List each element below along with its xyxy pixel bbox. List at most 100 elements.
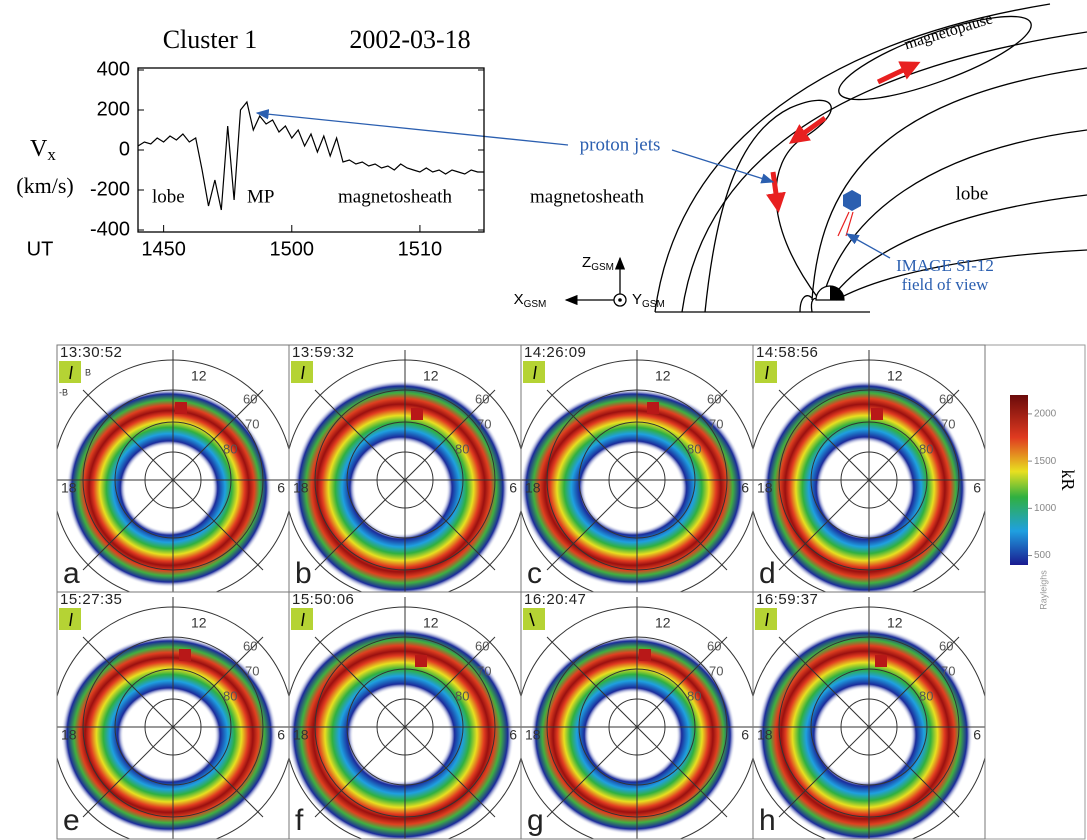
grid-label: 18 <box>757 727 773 743</box>
grid-label: 12 <box>655 615 671 631</box>
y-tick-label: 0 <box>119 138 130 160</box>
panel-letter: a <box>63 557 80 590</box>
imf-icon <box>291 608 313 630</box>
grid-label: 70 <box>709 416 723 431</box>
grid-label: 60 <box>243 391 257 406</box>
imf-icon <box>59 608 81 630</box>
grid-label: 80 <box>919 688 933 703</box>
grid-label: 6 <box>973 480 981 496</box>
panel-time: 14:26:09 <box>524 344 586 361</box>
label: field of view <box>902 275 990 294</box>
label: IMAGE SI-12 <box>896 256 994 275</box>
auroral-panel: 12 60 70 80 18 6 15:27:35 e <box>56 591 290 840</box>
grid-label: 60 <box>939 391 953 406</box>
panel-time: 15:27:35 <box>60 591 122 608</box>
colorbar-tick-label: 1000 <box>1034 503 1057 514</box>
panel-time: 16:59:37 <box>756 591 818 608</box>
y-label: Vx <box>30 136 56 164</box>
x-label: UT <box>27 238 54 260</box>
grid-label: 60 <box>707 638 721 653</box>
grid-label: 6 <box>973 727 981 743</box>
cusp-spot <box>415 655 427 667</box>
meridian <box>778 389 960 571</box>
cusp-spot <box>175 402 187 414</box>
axis-label: ZGSM <box>582 254 614 273</box>
auroral-panel: 12 60 70 80 18 6 16:20:47 g <box>520 591 754 840</box>
auroral-oval <box>289 374 515 592</box>
grid-label: 80 <box>455 441 469 456</box>
panel-image <box>753 597 985 839</box>
panel-time: 15:50:06 <box>292 591 354 608</box>
imf-label: -B <box>59 387 68 397</box>
grid-label: 60 <box>707 391 721 406</box>
panel-image <box>57 350 289 592</box>
panel-letter: c <box>527 557 542 590</box>
grid-label: 12 <box>887 368 903 384</box>
grid-label: 60 <box>939 638 953 653</box>
grid-label: 6 <box>509 727 517 743</box>
imf-label: B <box>85 367 91 377</box>
grid-label: 80 <box>919 441 933 456</box>
auroral-oval <box>61 383 277 592</box>
panel-image <box>289 350 521 592</box>
grid-label: 18 <box>61 727 77 743</box>
y-tick-label: 200 <box>97 98 130 120</box>
auroral-panel: 12 60 70 80 18 6 14:58:56 d <box>752 344 986 593</box>
meridian <box>314 636 496 818</box>
grid-label: 18 <box>525 727 541 743</box>
diagram <box>564 3 1087 313</box>
grid-label: 18 <box>757 480 773 496</box>
axis-label: XGSM <box>514 291 547 310</box>
y-tick-label: -400 <box>90 218 130 240</box>
grid-label: 80 <box>687 441 701 456</box>
panel-image <box>521 350 753 592</box>
grid-label: 70 <box>941 416 955 431</box>
y-tick-label: 400 <box>97 58 130 80</box>
imf-arrow <box>301 612 305 627</box>
grid-label: 70 <box>709 663 723 678</box>
label: proton jets <box>580 134 661 155</box>
grid-label: 70 <box>477 663 491 678</box>
colorbar-tick-label: 1500 <box>1034 456 1057 467</box>
meridian <box>82 636 264 818</box>
auroral-oval <box>57 630 283 839</box>
annotation: MP <box>247 186 274 207</box>
annotation: lobe <box>152 186 185 207</box>
panel-time: 13:59:32 <box>292 344 354 361</box>
grid-label: 80 <box>455 688 469 703</box>
y-unit: (km/s) <box>16 173 73 198</box>
grid-label: 12 <box>191 615 207 631</box>
data-line <box>137 100 484 211</box>
meridian <box>546 636 728 818</box>
label: lobe <box>956 183 989 204</box>
auroral-panel: 12 60 70 80 18 6 15:50:06 f <box>288 591 522 840</box>
grid-label: 6 <box>741 727 749 743</box>
grid-label: 6 <box>509 480 517 496</box>
panel-time: 13:30:52 <box>60 344 122 361</box>
plot-frame <box>137 67 485 233</box>
grid-label: 80 <box>687 688 701 703</box>
cusp-spot <box>647 402 659 414</box>
grid-label: 18 <box>61 480 77 496</box>
auroral-panel: 12 60 70 80 18 6 14:26:09 c <box>520 344 754 593</box>
imf-arrow <box>69 365 73 380</box>
imf-arrow <box>301 365 305 380</box>
grid-label: 12 <box>191 368 207 384</box>
cusp-spot <box>875 655 887 667</box>
colorbar-tick-label: 500 <box>1034 550 1051 561</box>
grid-label: 60 <box>243 638 257 653</box>
chart-title: Cluster 1 <box>163 25 258 54</box>
grid-label: 70 <box>941 663 955 678</box>
auroral-panel: 12 60 70 80 18 6 13:59:32 b <box>288 344 522 593</box>
cusp-spot <box>871 408 883 420</box>
panel-border <box>752 591 986 840</box>
colorbar-sublabel: Rayleighs <box>1038 570 1048 610</box>
panel-letter: d <box>759 557 776 590</box>
panel-letter: g <box>527 804 544 837</box>
grid-label: 70 <box>245 416 259 431</box>
axis-label: YGSM <box>632 291 665 310</box>
grid-label: 18 <box>293 480 309 496</box>
x-tick-label: 1450 <box>141 238 186 260</box>
grid-label: 12 <box>655 368 671 384</box>
panel-image <box>57 597 289 839</box>
